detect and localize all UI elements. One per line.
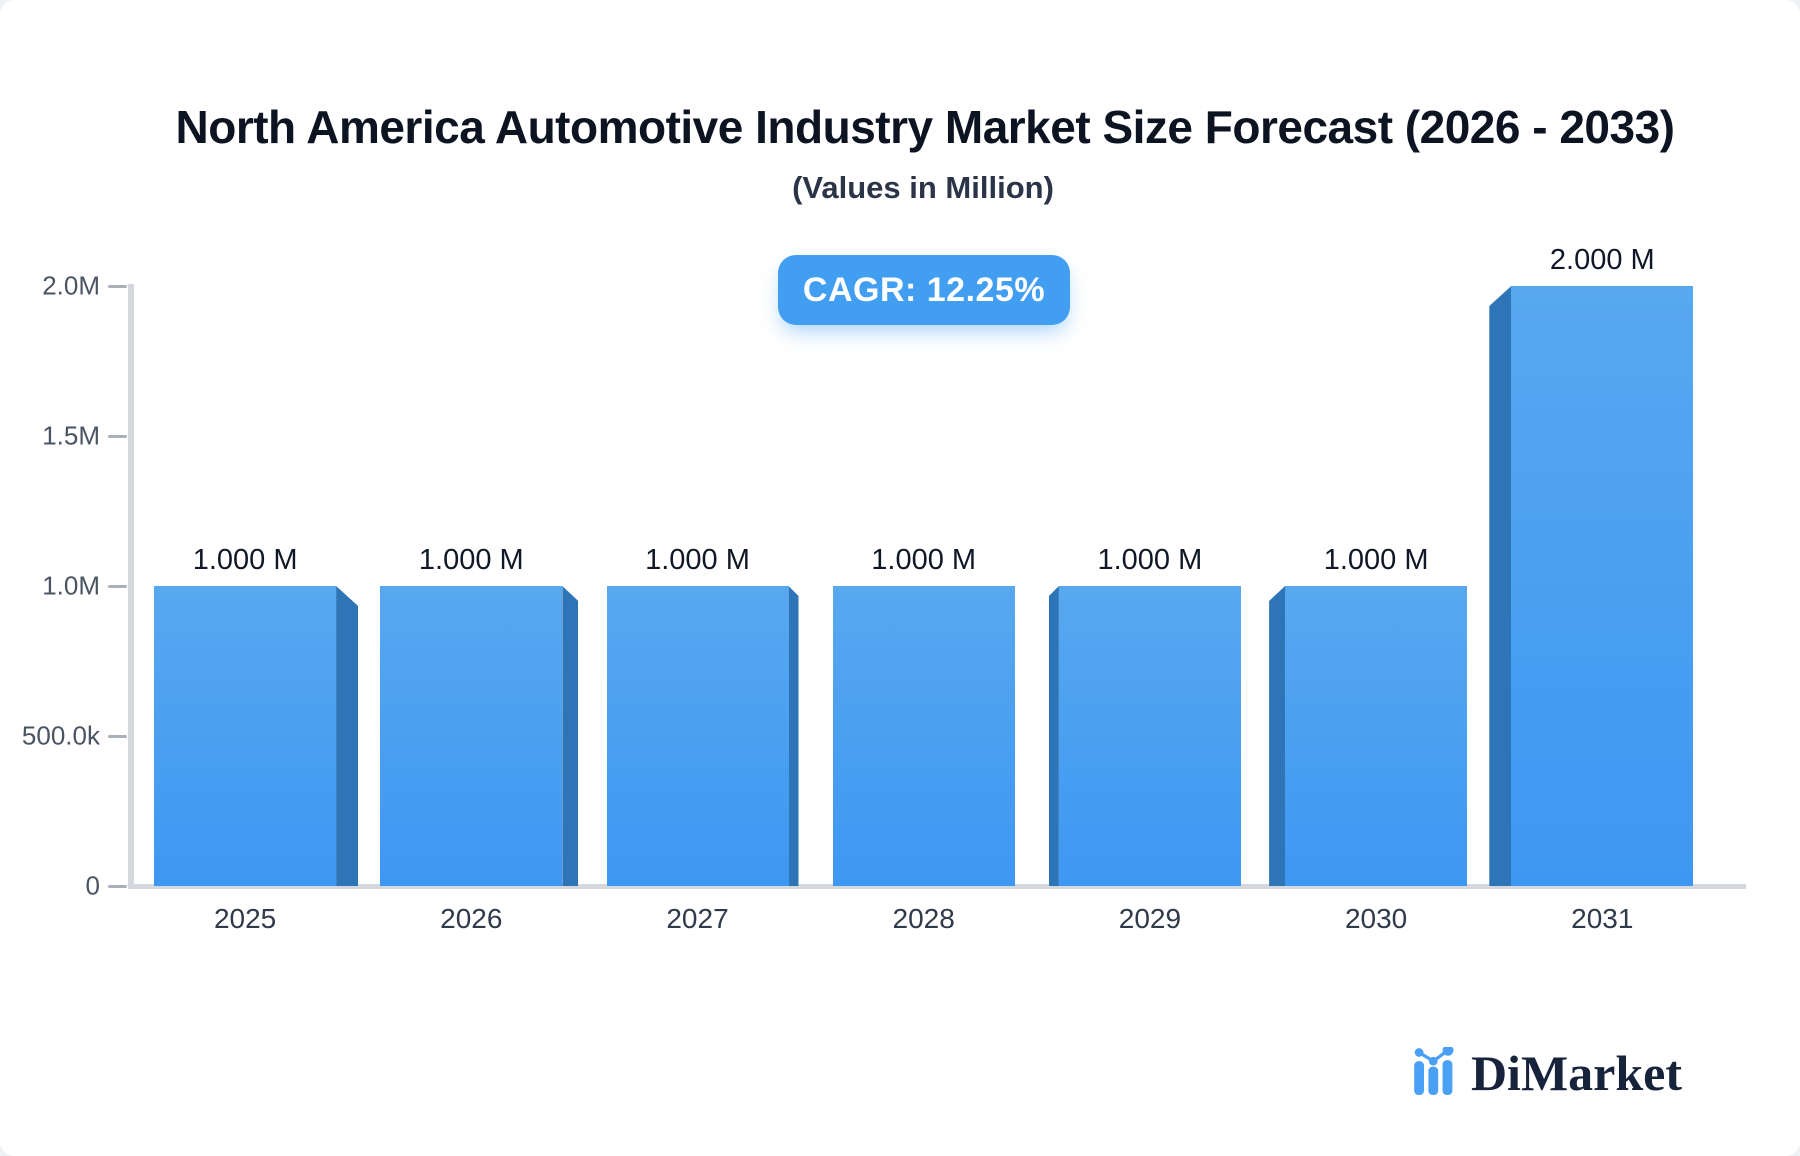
y-axis-tick-label: 0 (85, 870, 100, 901)
bar-face (1511, 286, 1694, 886)
x-axis-label: 2025 (213, 903, 277, 934)
x-axis-label: 2027 (666, 903, 729, 934)
y-axis-tick-label: 2.0M (42, 270, 100, 301)
brand-name: DiMarket (1470, 1045, 1682, 1101)
x-axis-label: 2030 (1344, 903, 1408, 934)
y-axis-tick-label: 1.0M (42, 570, 100, 601)
bar-face (1058, 586, 1241, 886)
y-axis-tick-mark (108, 885, 127, 888)
chart-subtitle: (Values in Million) (792, 170, 1054, 205)
bar-side-face (562, 586, 579, 886)
y-axis-tick-label: 500.0k (21, 720, 100, 751)
bar-value-label: 1.000 M (871, 544, 977, 576)
bar-value-label: 1.000 M (192, 544, 298, 576)
bar-side-face (1489, 286, 1512, 886)
bar-face (606, 586, 789, 886)
x-axis-label: 2031 (1571, 903, 1634, 934)
y-axis-line (128, 284, 134, 888)
y-axis-tick-mark (108, 735, 127, 738)
brand-logo: DiMarket (1413, 1045, 1682, 1101)
chart-title: North America Automotive Industry Market… (175, 101, 1675, 153)
cagr-badge: CAGR: 12.25% (778, 255, 1070, 325)
bar-face (832, 586, 1015, 886)
x-axis-label: 2029 (1118, 903, 1182, 934)
bar-side-face (1048, 586, 1059, 886)
bar-value-label: 1.000 M (645, 544, 750, 576)
bar-face (154, 586, 337, 886)
bar-face (1285, 586, 1468, 886)
y-axis-tick-label: 1.5M (42, 420, 100, 451)
bar-value-label: 1.000 M (1097, 544, 1203, 576)
y-axis-tick-mark (108, 285, 127, 288)
bar-value-label: 1.000 M (418, 544, 524, 576)
bar-value-label: 2.000 M (1549, 244, 1655, 276)
y-axis-tick-mark (108, 585, 127, 588)
x-axis-baseline (128, 884, 1746, 889)
bar-face (380, 586, 563, 886)
dimarket-logo-icon (1414, 1047, 1454, 1095)
bar-side-face (788, 586, 799, 886)
x-axis-label: 2026 (440, 903, 503, 934)
bar-side-face (336, 586, 359, 886)
x-axis-label: 2028 (892, 903, 955, 934)
y-axis-tick-mark (108, 435, 127, 438)
bar-side-face (1269, 586, 1286, 886)
bar-value-label: 1.000 M (1323, 544, 1429, 576)
